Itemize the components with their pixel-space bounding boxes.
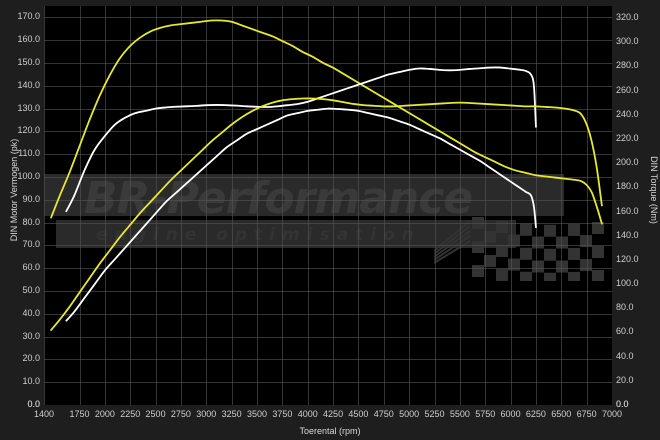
x-axis-title: Toerental (rpm) bbox=[299, 426, 361, 436]
x-tick-2250: 2250 bbox=[120, 409, 141, 419]
x-tick-6750: 6750 bbox=[576, 409, 597, 419]
right-tick-260.0: 260.0 bbox=[616, 84, 639, 95]
left-tick-170.0: 170.0 bbox=[17, 11, 40, 22]
left-tick-100.0: 100.0 bbox=[17, 171, 40, 181]
x-tick-3750: 3750 bbox=[272, 409, 293, 419]
left-tick-70.0: 70.0 bbox=[22, 239, 40, 250]
x-tick-1750: 1750 bbox=[69, 409, 90, 419]
x-tick-2750: 2750 bbox=[170, 409, 191, 419]
right-zero-tick: 0.0 bbox=[616, 399, 629, 409]
right-tick-60.0: 60.0 bbox=[616, 326, 634, 337]
left-tick-130.0: 130.0 bbox=[17, 102, 40, 113]
left-tick-10.0: 10.0 bbox=[22, 376, 40, 387]
x-tick-5250: 5250 bbox=[424, 409, 445, 419]
left-tick-110.0: 110.0 bbox=[18, 148, 40, 159]
right-tick-180.0: 180.0 bbox=[616, 181, 639, 192]
left-tick-60.0: 60.0 bbox=[22, 262, 40, 273]
x-tick-5000: 5000 bbox=[399, 409, 420, 419]
x-tick-4250: 4250 bbox=[323, 409, 344, 419]
right-tick-240.0: 240.0 bbox=[616, 108, 639, 119]
right-tick-0.0: 0.0 bbox=[616, 399, 629, 409]
series-line-3 bbox=[65, 107, 537, 322]
left-tick-30.0: 30.0 bbox=[22, 330, 40, 341]
x-tick-2000: 2000 bbox=[94, 409, 115, 419]
right-tick-40.0: 40.0 bbox=[616, 350, 634, 361]
right-axis-title: DIN Torque (Nm) bbox=[649, 156, 659, 224]
left-tick-120.0: 120.0 bbox=[17, 125, 40, 136]
data-curves bbox=[50, 19, 603, 331]
left-zero-tick: 0.0 bbox=[27, 399, 40, 409]
right-tick-200.0: 200.0 bbox=[616, 157, 639, 168]
left-tick-160.0: 160.0 bbox=[17, 34, 40, 45]
left-tick-150.0: 150.0 bbox=[17, 57, 40, 67]
left-axis-title: DIN Motor Vermogen (pk) bbox=[9, 138, 19, 242]
x-tick-2500: 2500 bbox=[145, 409, 166, 419]
series-line-1 bbox=[65, 66, 537, 213]
grid-lines bbox=[44, 6, 612, 405]
right-tick-100.0: 100.0 bbox=[616, 278, 639, 289]
right-tick-300.0: 300.0 bbox=[616, 36, 639, 47]
x-tick-6000: 6000 bbox=[500, 409, 521, 419]
left-tick-140.0: 140.0 bbox=[17, 79, 40, 90]
x-tick-5750: 5750 bbox=[475, 409, 496, 419]
series-line-2 bbox=[50, 97, 603, 331]
right-tick-320.0: 320.0 bbox=[616, 12, 639, 23]
x-tick-4750: 4750 bbox=[373, 409, 394, 419]
right-tick-160.0: 160.0 bbox=[616, 205, 639, 216]
left-tick-50.0: 50.0 bbox=[22, 285, 40, 295]
x-tick-3250: 3250 bbox=[221, 409, 242, 419]
left-tick-40.0: 40.0 bbox=[22, 307, 40, 318]
x-tick-3500: 3500 bbox=[246, 409, 268, 419]
x-tick-6250: 6250 bbox=[525, 409, 546, 419]
left-tick-20.0: 20.0 bbox=[22, 353, 40, 364]
x-tick-7000: 7000 bbox=[601, 409, 623, 419]
x-tick-4500: 4500 bbox=[348, 409, 369, 419]
right-tick-80.0: 80.0 bbox=[616, 302, 634, 313]
left-tick-90.0: 90.0 bbox=[22, 193, 40, 204]
right-tick-20.0: 20.0 bbox=[616, 374, 634, 385]
x-tick-5500: 5500 bbox=[449, 409, 470, 419]
plot-area: BR-Performance engine optimisation bbox=[44, 6, 612, 405]
right-tick-120.0: 120.0 bbox=[616, 253, 639, 264]
right-tick-220.0: 220.0 bbox=[616, 133, 639, 143]
x-tick-4000: 4000 bbox=[297, 409, 318, 419]
x-tick-3000: 3000 bbox=[196, 409, 217, 419]
x-tick-6500: 6500 bbox=[551, 409, 572, 419]
left-tick-0.0: 0.0 bbox=[27, 399, 40, 409]
right-tick-280.0: 280.0 bbox=[616, 60, 639, 71]
x-tick-1400: 1400 bbox=[33, 409, 55, 419]
right-tick-140.0: 140.0 bbox=[616, 229, 639, 240]
series-line-0 bbox=[50, 19, 603, 225]
left-tick-80.0: 80.0 bbox=[22, 216, 40, 227]
